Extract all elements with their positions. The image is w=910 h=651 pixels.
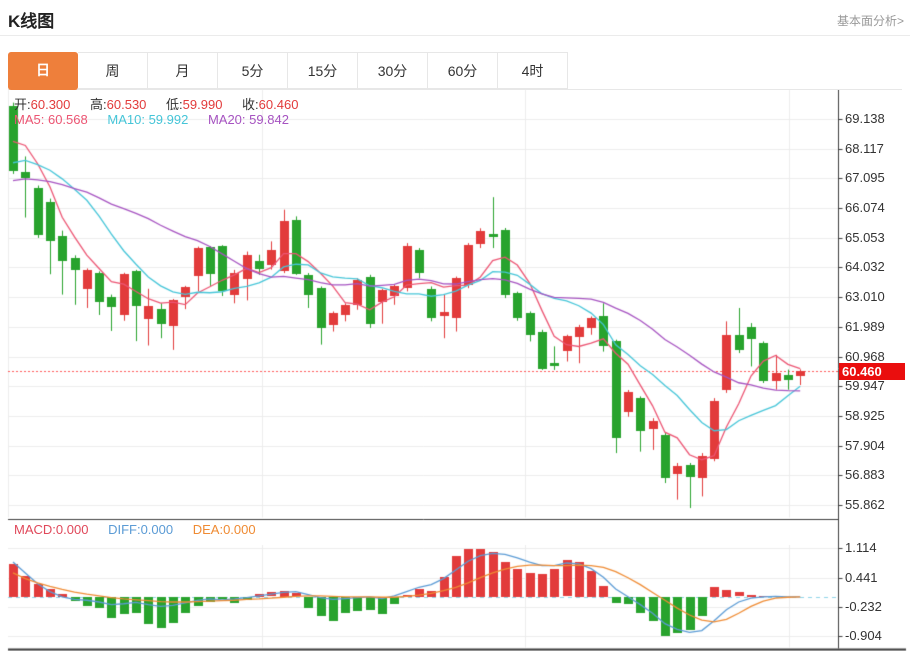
ma10-group: MA10: 59.992 (107, 112, 188, 127)
macd-ytick-label: -0.904 (845, 627, 882, 643)
close-value: 60.460 (258, 97, 299, 112)
tab-60min[interactable]: 60分 (428, 52, 498, 89)
open-label: 开: (14, 97, 31, 112)
price-ytick-label: 56.883 (845, 467, 885, 483)
high-group: 高:60.530 (90, 97, 146, 112)
dea-group: DEA:0.000 (193, 522, 256, 537)
page-title: K线图 (8, 12, 55, 31)
tab-4hour[interactable]: 4时 (498, 52, 568, 89)
price-ytick-label: 63.010 (845, 289, 885, 305)
open-value: 60.300 (30, 97, 71, 112)
price-ytick-label: 59.947 (845, 378, 885, 394)
macd-legend: MACD:0.000 DIFF:0.000 DEA:0.000 (14, 522, 272, 537)
tab-5min[interactable]: 5分 (218, 52, 288, 89)
page-header: K线图 基本面分析> (0, 0, 910, 36)
low-label: 低: (166, 97, 183, 112)
price-ytick-label: 57.904 (845, 437, 885, 453)
ma-legend: MA5: 60.568 MA10: 59.992 MA20: 59.842 (14, 112, 305, 127)
price-ytick-label: 58.925 (845, 408, 885, 424)
ma5-group: MA5: 60.568 (14, 112, 88, 127)
ma10-value: 59.992 (148, 112, 189, 127)
price-ytick-label: 66.074 (845, 200, 885, 216)
macd-ytick-label: -0.232 (845, 598, 882, 614)
ma5-value: 60.568 (47, 112, 88, 127)
dea-value: 0.000 (223, 522, 256, 537)
fundamental-analysis-link[interactable]: 基本面分析> (836, 14, 904, 28)
tab-monthly[interactable]: 月 (148, 52, 218, 89)
price-ytick-label: 64.032 (845, 259, 885, 275)
tab-30min[interactable]: 30分 (358, 52, 428, 89)
low-group: 低:59.990 (166, 97, 222, 112)
high-label: 高: (90, 97, 107, 112)
ohlc-legend: 开:60.300 高:60.530 低:59.990 收:60.460 (14, 94, 314, 113)
close-group: 收:60.460 (242, 97, 298, 112)
tab-weekly[interactable]: 周 (78, 52, 148, 89)
tab-15min[interactable]: 15分 (288, 52, 358, 89)
diff-group: DIFF:0.000 (108, 522, 173, 537)
period-tabbar: 日 周 月 5分 15分 30分 60分 4时 (8, 52, 902, 90)
ma20-value: 59.842 (249, 112, 289, 127)
ma10-label: MA10: (107, 112, 145, 127)
dea-label: DEA: (192, 522, 224, 537)
price-ytick-label: 61.989 (845, 318, 885, 334)
price-ytick-label: 69.138 (845, 111, 885, 126)
macd-label: MACD: (14, 522, 56, 537)
price-ytick-label: 67.095 (845, 170, 885, 186)
close-label: 收: (242, 97, 259, 112)
macd-group: MACD:0.000 (14, 522, 88, 537)
current-price-badge: 60.460 (839, 362, 905, 380)
diff-value: 0.000 (140, 522, 174, 537)
price-ytick-label: 65.053 (845, 229, 885, 245)
macd-value: 0.000 (55, 522, 89, 537)
ma20-group: MA20: 59.842 (208, 112, 289, 127)
low-value: 59.990 (182, 97, 223, 112)
ma5-label: MA5: (14, 112, 45, 127)
macd-ytick-label: 1.114 (845, 540, 877, 556)
diff-label: DIFF: (108, 522, 141, 537)
high-value: 60.530 (106, 97, 147, 112)
macd-ytick-label: 0.441 (845, 569, 878, 585)
price-ytick-label: 68.117 (845, 140, 884, 156)
ma20-label: MA20: (207, 112, 246, 127)
price-ytick-label: 55.862 (845, 497, 885, 513)
tab-daily[interactable]: 日 (8, 52, 78, 90)
price-ytick-label: 60.968 (845, 348, 885, 364)
open-group: 开:60.300 (14, 97, 70, 112)
